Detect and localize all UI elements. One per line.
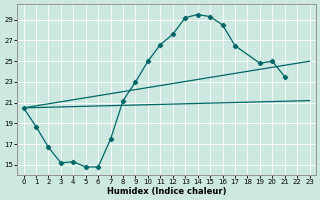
X-axis label: Humidex (Indice chaleur): Humidex (Indice chaleur): [107, 187, 226, 196]
